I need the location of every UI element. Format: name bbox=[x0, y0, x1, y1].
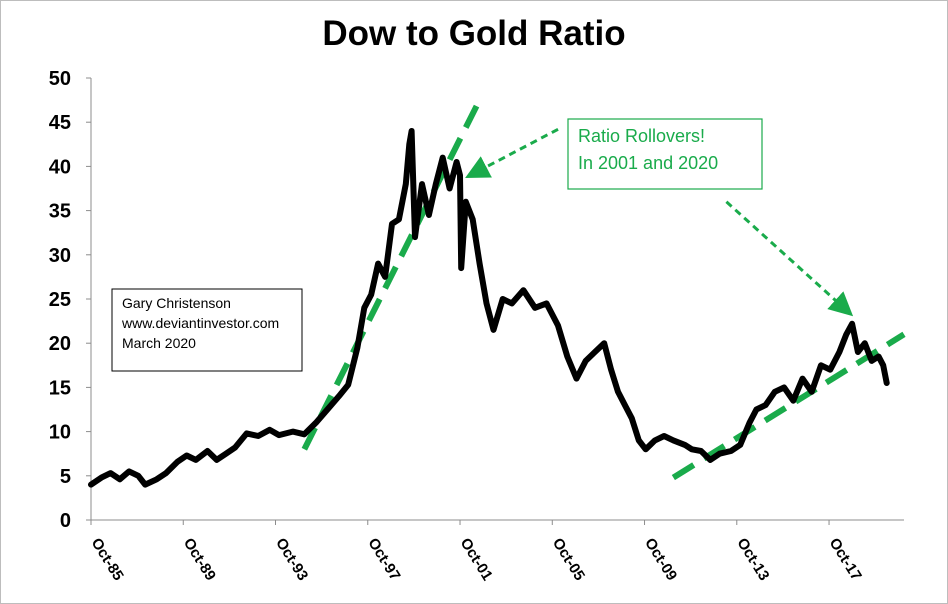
x-tick-label: Oct-17 bbox=[826, 535, 865, 584]
callout-text: Ratio Rollovers! bbox=[578, 126, 705, 146]
note-text: www.deviantinvestor.com bbox=[121, 315, 279, 331]
callout-text: In 2001 and 2020 bbox=[578, 153, 718, 173]
y-tick-label: 10 bbox=[49, 422, 71, 444]
callout-arrow bbox=[465, 127, 559, 179]
note-text: Gary Christenson bbox=[122, 295, 231, 311]
x-tick-label: Oct-89 bbox=[180, 535, 219, 584]
y-tick-label: 40 bbox=[49, 156, 71, 178]
chart-title: Dow to Gold Ratio bbox=[322, 14, 626, 53]
y-tick-label: 0 bbox=[60, 510, 71, 532]
x-tick-label: Oct-13 bbox=[733, 535, 772, 584]
y-tick-label: 45 bbox=[49, 112, 71, 134]
y-tick-label: 50 bbox=[49, 68, 71, 90]
x-tick-label: Oct-09 bbox=[641, 535, 680, 584]
y-tick-label: 35 bbox=[49, 201, 71, 223]
note-box bbox=[111, 288, 303, 372]
y-tick-label: 30 bbox=[49, 245, 71, 267]
note-text: March 2020 bbox=[122, 335, 196, 351]
y-tick-label: 5 bbox=[60, 466, 71, 488]
callout-box bbox=[567, 118, 763, 190]
y-tick-label: 15 bbox=[49, 377, 71, 399]
x-tick-label: Oct-97 bbox=[364, 535, 403, 584]
trend-line bbox=[671, 331, 906, 481]
y-tick-label: 20 bbox=[49, 333, 71, 355]
trend-line bbox=[301, 103, 481, 451]
series-line-dow-gold-ratio bbox=[88, 128, 890, 488]
callout-arrow bbox=[725, 200, 854, 317]
x-tick-label: Oct-05 bbox=[549, 535, 588, 584]
x-tick-label: Oct-85 bbox=[88, 535, 127, 584]
x-tick-label: Oct-93 bbox=[272, 535, 311, 584]
x-tick-label: Oct-01 bbox=[457, 535, 496, 584]
y-tick-label: 25 bbox=[49, 289, 71, 311]
